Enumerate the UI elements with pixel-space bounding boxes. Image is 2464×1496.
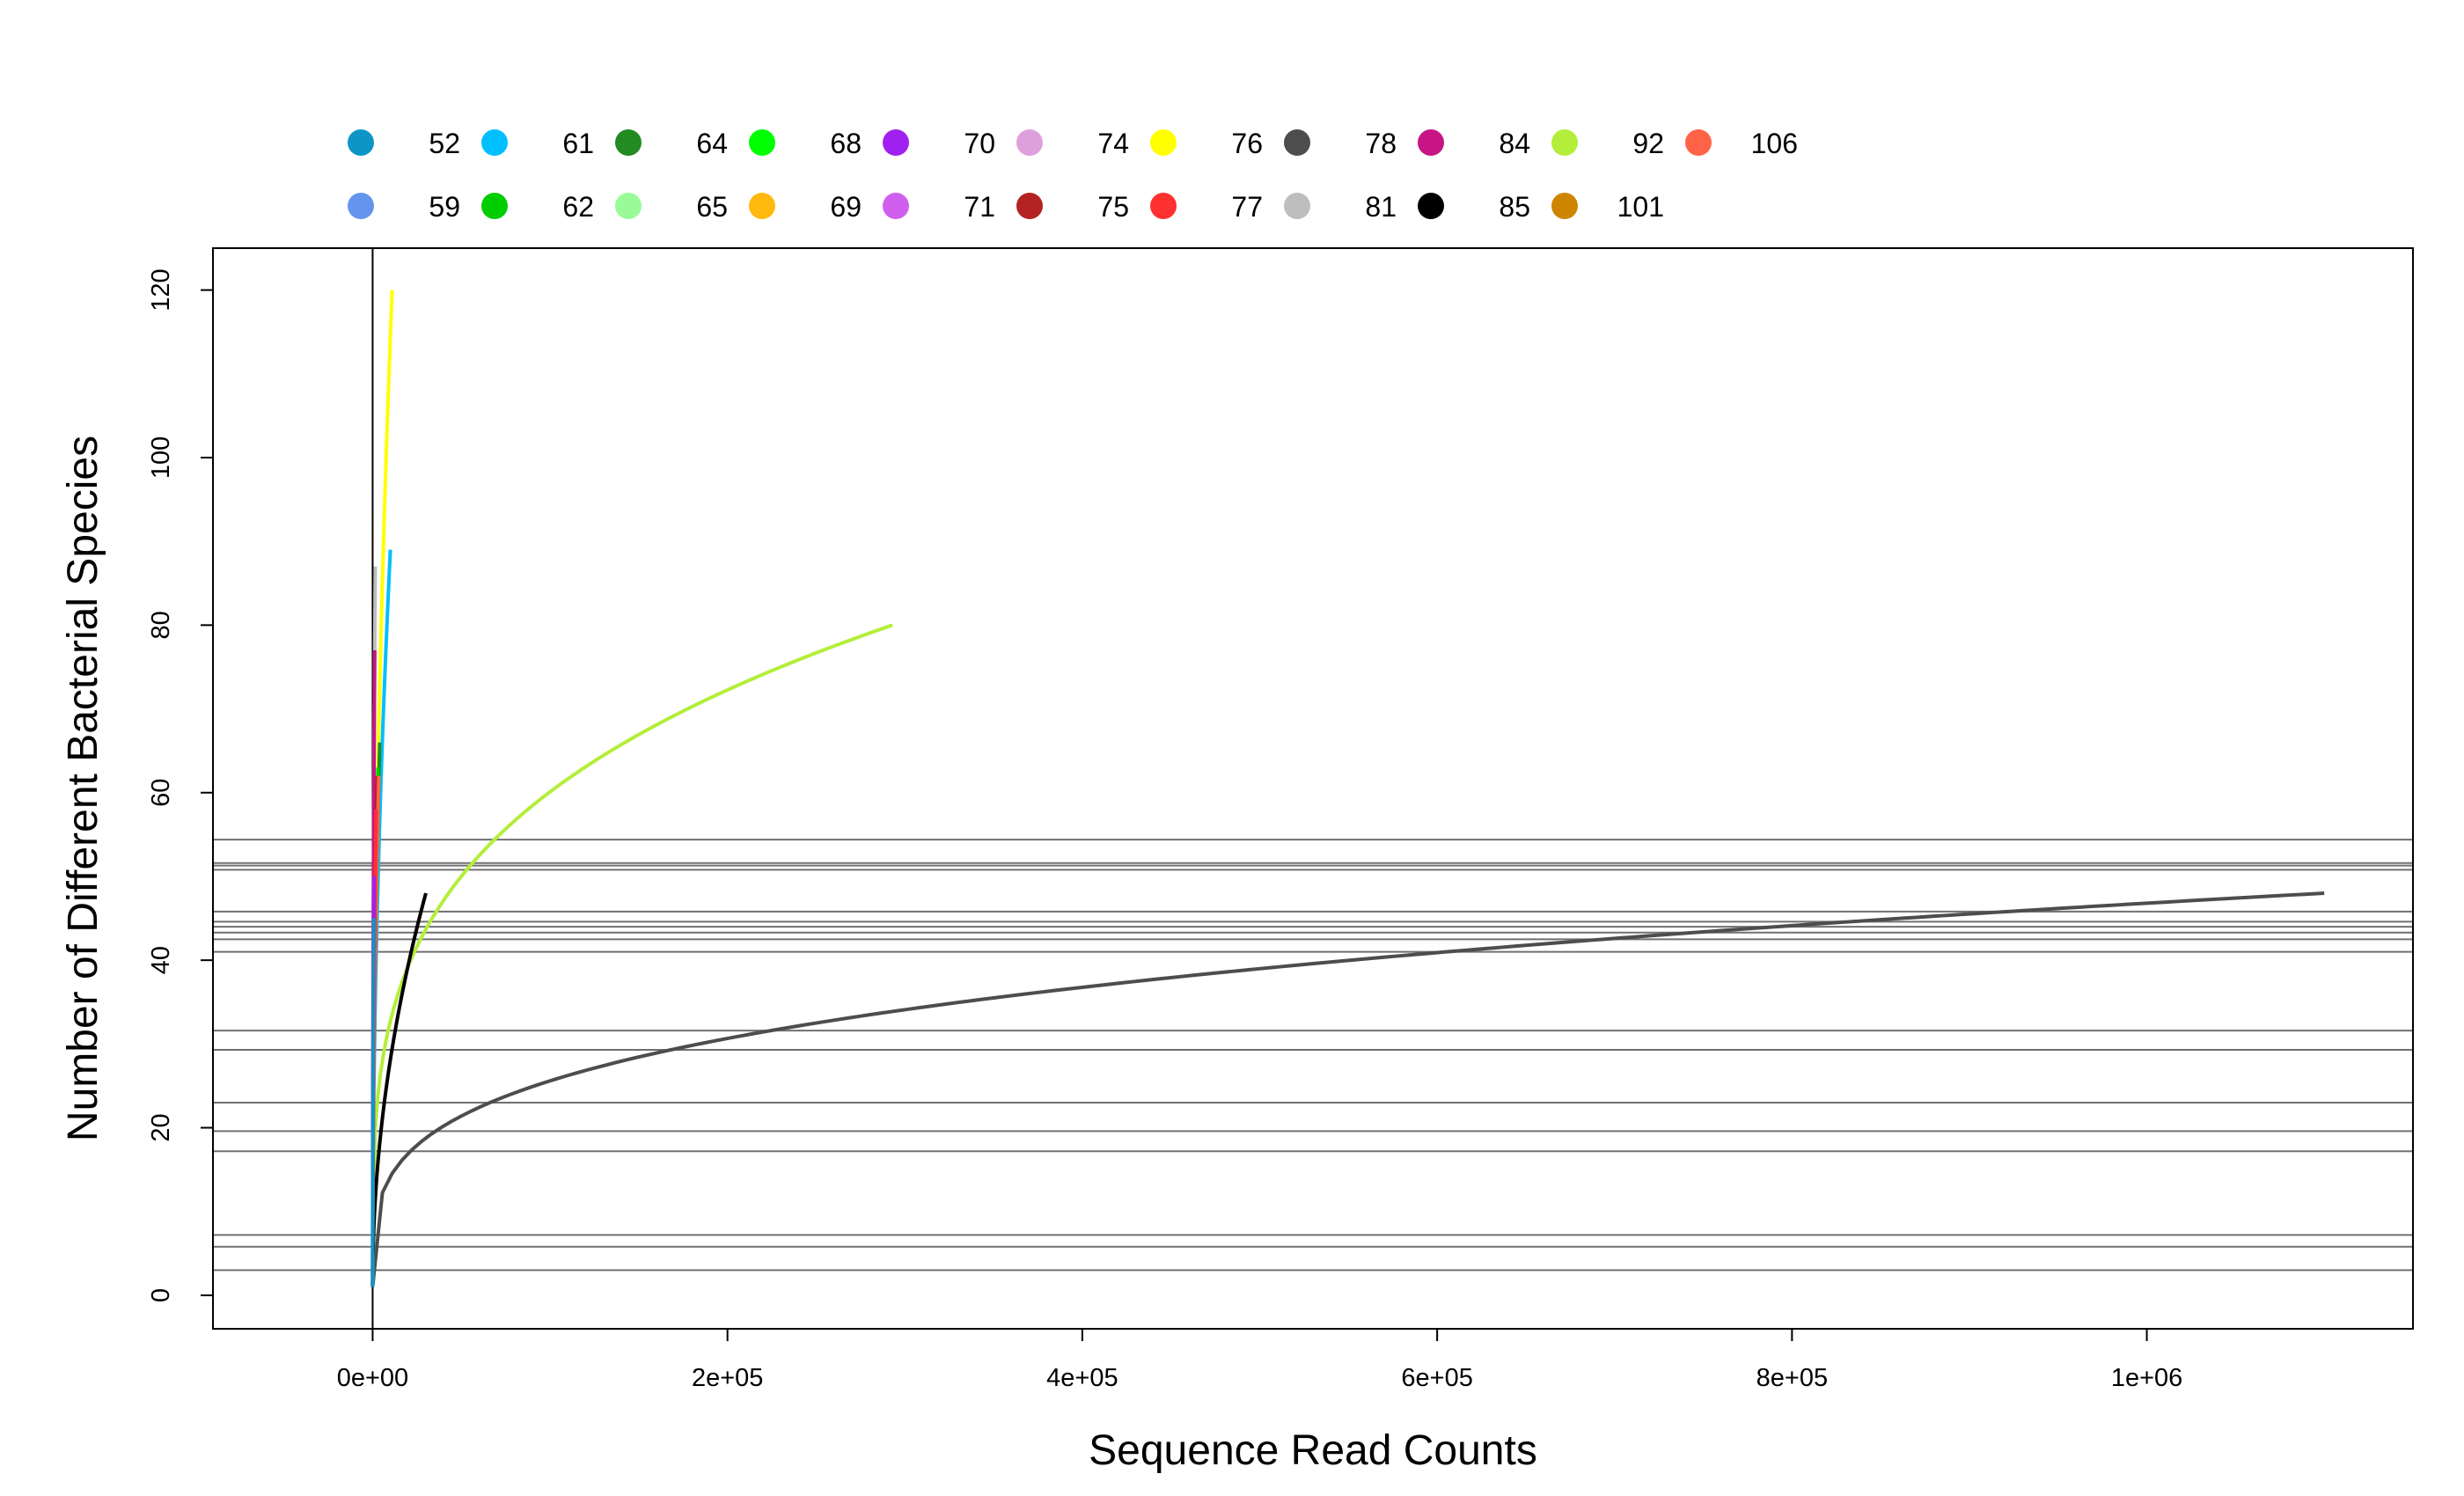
legend-swatch <box>1685 129 1712 156</box>
legend-swatch <box>615 193 642 219</box>
legend-swatch <box>1418 193 1444 219</box>
series-lines <box>370 290 2325 1287</box>
legend-label: 64 <box>696 128 728 159</box>
y-tick-label: 0 <box>147 1288 175 1302</box>
legend-swatch <box>1284 193 1310 219</box>
series-line <box>370 891 2325 1287</box>
plot-area-frame <box>212 247 2414 1330</box>
legend-swatch <box>481 129 508 156</box>
legend-label: 101 <box>1617 191 1664 223</box>
legend-label: 106 <box>1751 128 1798 159</box>
legend-label: 61 <box>562 128 594 159</box>
legend-label: 77 <box>1231 191 1263 223</box>
x-tick-label: 4e+05 <box>1046 1364 1118 1392</box>
legend-label: 84 <box>1499 128 1530 159</box>
legend-swatch <box>1150 129 1177 156</box>
legend-label: 81 <box>1365 191 1397 223</box>
legend-label: 52 <box>429 128 460 159</box>
x-tick-label: 2e+05 <box>692 1364 763 1392</box>
y-axis: 0 20 40 60 80 100 120 <box>147 268 214 1302</box>
legend-label: 71 <box>964 191 995 223</box>
series-line <box>370 892 428 1287</box>
y-tick-label: 100 <box>147 436 175 479</box>
legend-label: 85 <box>1499 191 1530 223</box>
x-axis-label: Sequence Read Counts <box>1089 1427 1537 1474</box>
x-tick-label: 8e+05 <box>1756 1364 1828 1392</box>
x-tick-label: 0e+00 <box>337 1364 408 1392</box>
legend-label: 68 <box>830 128 862 159</box>
legend-label: 62 <box>562 191 594 223</box>
legend-label: 59 <box>429 191 460 223</box>
legend-label: 76 <box>1231 128 1263 159</box>
legend-label: 69 <box>830 191 862 223</box>
series-line <box>370 623 893 1287</box>
legend-swatch <box>1551 129 1578 156</box>
x-axis: 0e+00 2e+05 4e+05 6e+05 8e+05 1e+06 <box>337 1328 2182 1392</box>
legend-swatch <box>883 193 909 219</box>
legend-label: 65 <box>696 191 728 223</box>
legend-swatch <box>481 193 508 219</box>
x-tick-label: 6e+05 <box>1401 1364 1472 1392</box>
legend-swatch <box>348 129 374 156</box>
legend-swatch <box>1016 193 1043 219</box>
legend-swatch <box>1418 129 1444 156</box>
legend-swatch <box>883 129 909 156</box>
legend: 52 59 61 62 64 65 68 69 70 71 74 75 76 77 78 81 84 85 92 10… <box>348 128 1798 223</box>
legend-swatch <box>1150 193 1177 219</box>
x-tick-label: 1e+06 <box>2111 1364 2182 1392</box>
legend-label: 74 <box>1097 128 1129 159</box>
reference-lines <box>213 248 2413 1329</box>
legend-label: 75 <box>1097 191 1129 223</box>
legend-swatch <box>1551 193 1578 219</box>
y-tick-label: 120 <box>147 268 175 311</box>
y-tick-label: 20 <box>147 1113 175 1141</box>
y-tick-label: 60 <box>147 779 175 807</box>
y-tick-label: 40 <box>147 946 175 974</box>
legend-label: 70 <box>964 128 995 159</box>
y-tick-label: 80 <box>147 611 175 639</box>
y-axis-label: Number of Different Bacterial Species <box>60 436 106 1141</box>
legend-swatch <box>1016 129 1043 156</box>
series-line <box>370 918 376 1287</box>
legend-swatch <box>1284 129 1310 156</box>
legend-label: 92 <box>1632 128 1664 159</box>
legend-swatch <box>348 193 374 219</box>
legend-swatch <box>749 193 775 219</box>
legend-swatch <box>615 129 642 156</box>
legend-swatch <box>749 129 775 156</box>
legend-label: 78 <box>1365 128 1397 159</box>
